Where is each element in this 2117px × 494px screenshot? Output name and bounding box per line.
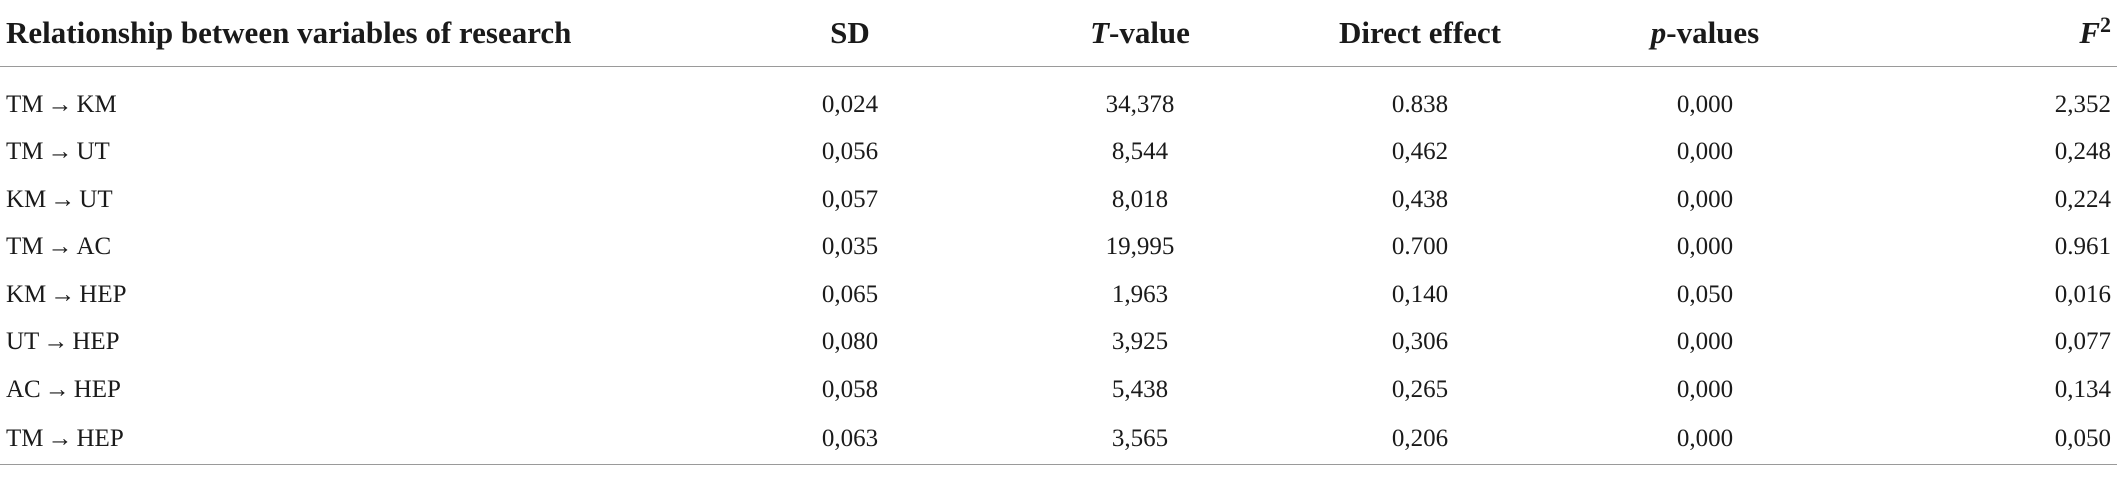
cell-f2: 0,050 <box>1850 413 2117 465</box>
table-row: TM → AC 0,035 19,995 0.700 0,000 0.961 <box>0 224 2117 272</box>
cell-t-value: 8,544 <box>1111 138 1169 166</box>
table-row: UT → HEP 0,080 3,925 0,306 0,000 0,077 <box>0 319 2117 367</box>
cell-direct-effect: 0,462 <box>1391 138 1449 166</box>
relationship-to: UT <box>79 185 113 213</box>
cell-relationship: TM → HEP <box>0 413 700 465</box>
cell-p-value: 0,000 <box>1676 375 1734 403</box>
table-row: TM → UT 0,056 8,544 0,462 0,000 0,248 <box>0 129 2117 177</box>
cell-direct-effect: 0,206 <box>1280 413 1560 465</box>
cell-direct-effect: 0,306 <box>1391 328 1449 356</box>
results-table: Relationship between variables of resear… <box>0 0 2117 465</box>
cell-p-value: 0,000 <box>1676 138 1734 166</box>
header-t-value: T-value <box>1000 0 1280 67</box>
cell-t-value: 19,995 <box>1105 233 1175 261</box>
cell-f2: 0,134 <box>2054 375 2111 403</box>
cell-p-value: 0,050 <box>1676 280 1734 308</box>
relationship-from: AC <box>6 375 41 403</box>
header-p-values-italic: p <box>1650 15 1667 50</box>
relationship-to: HEP <box>72 328 120 356</box>
relationship-from: TM <box>6 233 44 261</box>
header-p-values: p-values <box>1560 0 1850 67</box>
header-direct-effect: Direct effect <box>1280 0 1560 67</box>
table-row: KM → UT 0,057 8,018 0,438 0,000 0,224 <box>0 176 2117 224</box>
cell-direct-effect: 0,265 <box>1391 375 1449 403</box>
cell-t-value: 3,565 <box>1000 413 1280 465</box>
cell-relationship: TM → KM <box>0 81 700 129</box>
header-t-value-italic: T <box>1090 15 1109 50</box>
header-f2-italic: F <box>2079 15 2100 50</box>
cell-sd: 0,024 <box>821 90 879 118</box>
relationship-from: KM <box>6 280 47 308</box>
table-row: KM → HEP 0,065 1,963 0,140 0,050 0,016 <box>0 271 2117 319</box>
relationship-to: HEP <box>73 375 121 403</box>
relationship-to: HEP <box>76 424 124 452</box>
relationship-from: TM <box>6 138 44 166</box>
relationship-from: TM <box>6 90 44 118</box>
spacer-row <box>0 67 2117 82</box>
cell-sd: 0,063 <box>700 413 1000 465</box>
cell-relationship: UT → HEP <box>0 319 700 367</box>
relationship-to: KM <box>76 90 117 118</box>
table-body: TM → KM 0,024 34,378 0.838 0,000 2,352 TM → UT 0,05… <box>0 67 2117 465</box>
table-row: TM → HEP 0,063 3,565 0,206 0,000 0,050 <box>0 413 2117 465</box>
relationship-to: AC <box>76 233 112 261</box>
cell-direct-effect: 0,140 <box>1391 280 1449 308</box>
cell-t-value: 8,018 <box>1111 185 1169 213</box>
cell-t-value: 1,963 <box>1111 280 1169 308</box>
cell-direct-effect: 0,438 <box>1391 185 1449 213</box>
arrow-right-icon: → <box>47 90 73 118</box>
cell-p-value: 0,000 <box>1560 413 1850 465</box>
cell-p-value: 0,000 <box>1676 90 1734 118</box>
table-row: AC → HEP 0,058 5,438 0,265 0,000 0,134 <box>0 366 2117 414</box>
cell-t-value: 5,438 <box>1111 375 1169 403</box>
arrow-right-icon: → <box>47 233 73 261</box>
cell-t-value: 3,925 <box>1111 328 1169 356</box>
arrow-right-icon: → <box>44 375 70 403</box>
cell-p-value: 0,000 <box>1676 185 1734 213</box>
cell-f2: 0,248 <box>2054 138 2111 166</box>
cell-sd: 0,065 <box>821 280 879 308</box>
header-relationship: Relationship between variables of resear… <box>0 0 700 67</box>
table-header: Relationship between variables of resear… <box>0 0 2117 67</box>
header-p-values-rest: -values <box>1666 15 1760 50</box>
cell-relationship: KM → UT <box>0 176 700 224</box>
cell-sd: 0,035 <box>821 233 879 261</box>
cell-f2: 0,077 <box>2054 328 2111 356</box>
header-f2: F2 <box>1850 0 2117 67</box>
cell-t-value: 34,378 <box>1105 90 1175 118</box>
cell-sd: 0,080 <box>821 328 879 356</box>
cell-f2: 2,352 <box>2054 90 2111 118</box>
cell-sd: 0,056 <box>821 138 879 166</box>
cell-relationship: TM → UT <box>0 129 700 177</box>
relationship-from: TM <box>6 424 44 452</box>
spacer-cell <box>0 67 2117 82</box>
header-row: Relationship between variables of resear… <box>0 0 2117 67</box>
cell-sd: 0,057 <box>821 185 879 213</box>
relationship-from: UT <box>6 328 40 356</box>
table-row: TM → KM 0,024 34,378 0.838 0,000 2,352 <box>0 81 2117 129</box>
arrow-right-icon: → <box>47 424 73 452</box>
cell-p-value: 0,000 <box>1676 233 1734 261</box>
header-t-value-rest: -value <box>1109 15 1190 50</box>
cell-p-value: 0,000 <box>1676 328 1734 356</box>
cell-f2: 0,016 <box>2054 280 2111 308</box>
cell-relationship: AC → HEP <box>0 366 700 414</box>
header-f2-superscript: 2 <box>2100 12 2111 37</box>
cell-relationship: TM → AC <box>0 224 700 272</box>
cell-f2: 0.961 <box>2054 233 2111 261</box>
cell-sd: 0,058 <box>821 375 879 403</box>
cell-direct-effect: 0.700 <box>1391 233 1449 261</box>
relationship-to: HEP <box>79 280 127 308</box>
relationship-from: KM <box>6 185 47 213</box>
cell-f2: 0,224 <box>2054 185 2111 213</box>
arrow-right-icon: → <box>50 185 76 213</box>
arrow-right-icon: → <box>47 138 73 166</box>
arrow-right-icon: → <box>50 280 76 308</box>
cell-direct-effect: 0.838 <box>1391 90 1449 118</box>
arrow-right-icon: → <box>43 328 69 356</box>
relationship-to: UT <box>76 138 110 166</box>
cell-relationship: KM → HEP <box>0 271 700 319</box>
header-sd: SD <box>700 0 1000 67</box>
